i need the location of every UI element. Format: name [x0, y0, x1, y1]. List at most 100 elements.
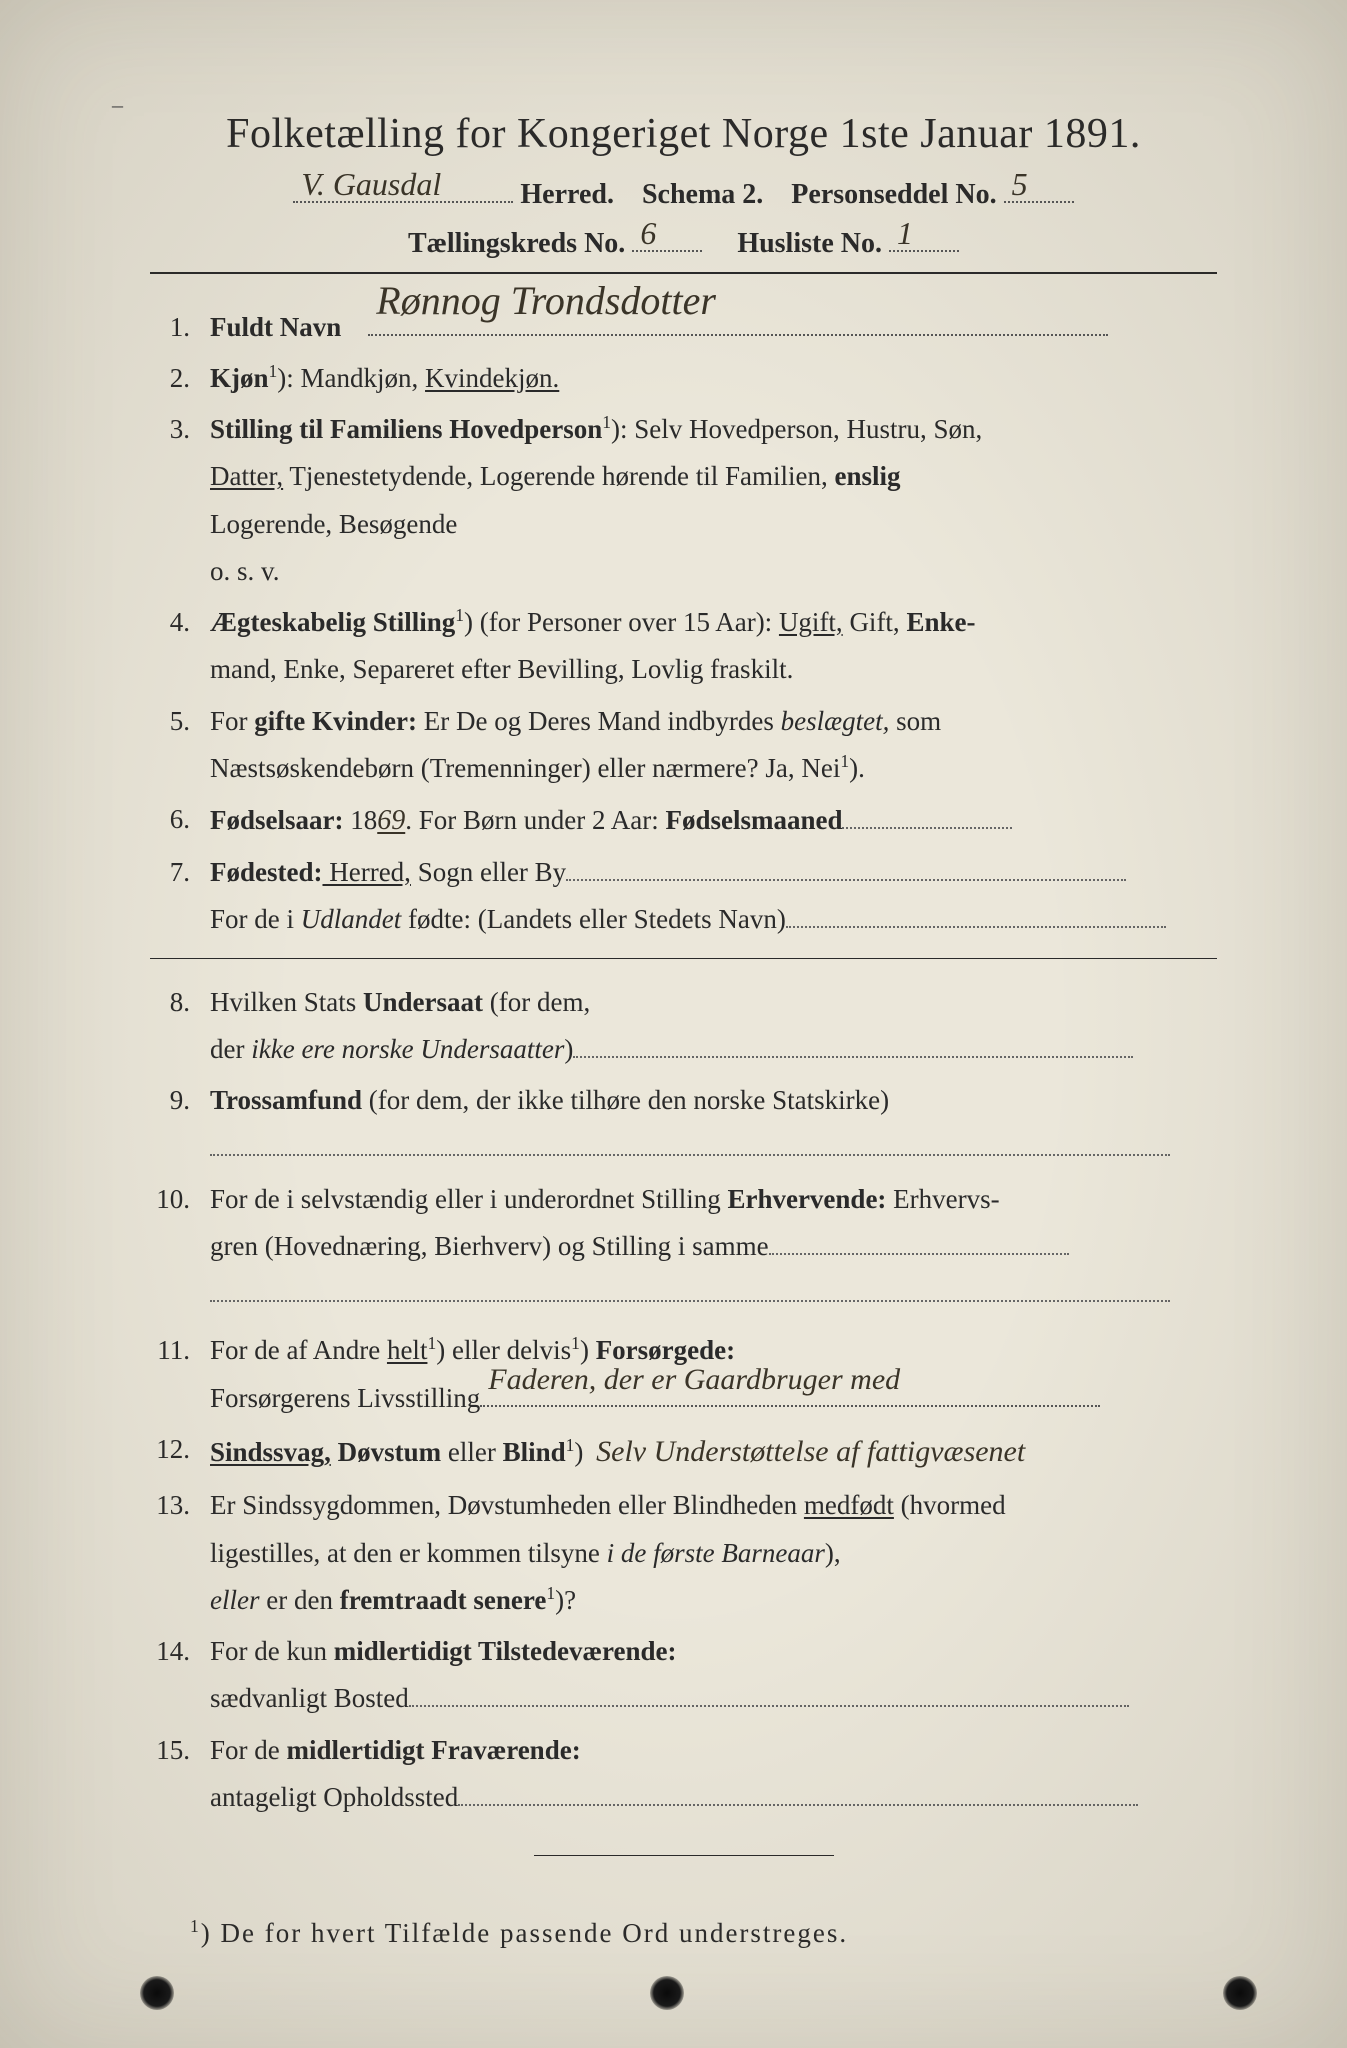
footnote: 1) De for hvert Tilfælde passende Ord un… [190, 1916, 1217, 1949]
item-num: 10. [150, 1176, 210, 1318]
bold-gifte: gifte Kvinder: [254, 706, 417, 736]
punch-hole-icon [140, 1976, 174, 2010]
personseddel-label: Personseddel No. [791, 179, 996, 210]
text: ligestilles, at den er kommen tilsyne [210, 1538, 607, 1568]
underlined-helt: helt [387, 1335, 428, 1365]
item-body: Fødested: Herred, Sogn eller By For de i… [210, 849, 1217, 944]
personseddel-value: 5 [1012, 166, 1028, 203]
text: (for dem, [483, 987, 590, 1017]
ital-udlandet: Udlandet [301, 904, 402, 934]
herred-value: V. Gausdal [301, 166, 441, 203]
item-body: Trossamfund (for dem, der ikke tilhøre d… [210, 1077, 1217, 1172]
underlined-datter: Datter, [210, 461, 283, 491]
text: )? [555, 1585, 576, 1615]
kreds-label: Tællingskreds No. [408, 228, 625, 259]
text: For de i [210, 904, 301, 934]
item-15: 15. For de midlertidigt Fraværende: anta… [150, 1727, 1217, 1822]
document-page: – Folketælling for Kongeriget Norge 1ste… [0, 0, 1347, 2048]
item-6: 6. Fødselsaar: 1869. For Børn under 2 Aa… [150, 796, 1217, 845]
item-11: 11. For de af Andre helt1) eller delvis1… [150, 1327, 1217, 1422]
label-kjon: Kjøn [210, 363, 269, 393]
text: Forsørgerens Livsstilling [210, 1383, 480, 1413]
stray-mark: – [112, 92, 123, 118]
item-body: For de af Andre helt1) eller delvis1) Fo… [210, 1327, 1217, 1422]
text: Næstsøskendebørn (Tremenninger) eller næ… [210, 753, 840, 783]
label-fodselsaar: Fødselsaar: [210, 805, 343, 835]
ital-beslaegtet: beslægtet, [781, 706, 890, 736]
item-body: Fuldt Navn Rønnog Trondsdotter [210, 304, 1217, 351]
text: antageligt Opholdssted [210, 1782, 458, 1812]
bold-enslig: enslig [834, 461, 900, 491]
text: o. s. v. [210, 556, 280, 586]
underlined-herred: Herred, [322, 857, 410, 887]
text: ) [574, 1437, 583, 1467]
item-num: 13. [150, 1482, 210, 1624]
item-body: Kjøn1): Mandkjøn, Kvindekjøn. [210, 355, 1217, 402]
ital-barneaar: i de første Barneaar [607, 1538, 825, 1568]
punch-hole-icon [650, 1976, 684, 2010]
item-body: Sindssvag, Døvstum eller Blind1) Selv Un… [210, 1426, 1217, 1479]
item-body: Fødselsaar: 1869. For Børn under 2 Aar: … [210, 796, 1217, 845]
subtitle-line-2: Tællingskreds No. 6 Husliste No. 1 [150, 221, 1217, 260]
bold-erhvervende: Erhvervende: [727, 1184, 886, 1214]
bold-fremtraadt: fremtraadt senere [340, 1585, 547, 1615]
text: Logerende, Besøgende [210, 509, 457, 539]
subtitle-line-1: V. Gausdal Herred. Schema 2. Personsedde… [150, 172, 1217, 211]
text: ): Mandkjøn, [277, 363, 425, 393]
dotted-line [769, 1228, 1069, 1255]
kreds-value: 6 [640, 215, 656, 252]
text: 18 [343, 805, 377, 835]
sup: 1 [571, 1333, 580, 1353]
text: der [210, 1034, 251, 1064]
text: ) [564, 1034, 573, 1064]
text: Gift, [843, 607, 907, 637]
forsorger-value: Faderen, der er Gaardbruger med [488, 1354, 900, 1407]
text: er den [259, 1585, 339, 1615]
ital-ikke-norske: ikke ere norske Undersaatter [251, 1034, 564, 1064]
dotted-line [210, 1129, 1170, 1156]
item-num: 4. [150, 599, 210, 694]
husliste-value: 1 [897, 215, 913, 252]
item-body: Hvilken Stats Undersaat (for dem, der ik… [210, 979, 1217, 1074]
text: Er De og Deres Mand indbyrdes [417, 706, 781, 736]
item-7: 7. Fødested: Herred, Sogn eller By For d… [150, 849, 1217, 944]
text: mand, Enke, Separeret efter Bevilling, L… [210, 654, 793, 684]
item-10: 10. For de i selvstændig eller i underor… [150, 1176, 1217, 1318]
text: Tjenestetydende, Logerende hørende til F… [283, 461, 834, 491]
item-num: 2. [150, 355, 210, 402]
text: gren (Hovednæring, Bierhverv) og Stillin… [210, 1231, 769, 1261]
item-body: For de midlertidigt Fraværende: antageli… [210, 1727, 1217, 1822]
text: eller [441, 1437, 502, 1467]
section-rule [150, 958, 1217, 959]
item-num: 9. [150, 1077, 210, 1172]
dotted-line [566, 854, 1126, 881]
item-num: 12. [150, 1426, 210, 1479]
punch-hole-icon [1223, 1976, 1257, 2010]
bold-blind: Blind [503, 1437, 566, 1467]
ital-eller: eller [210, 1585, 259, 1615]
husliste-label: Husliste No. [737, 228, 882, 259]
sup: 1 [546, 1583, 555, 1603]
main-title: Folketælling for Kongeriget Norge 1ste J… [150, 110, 1217, 158]
underlined-ugift: Ugift, [779, 607, 843, 637]
text: fødte: (Landets eller Stedets Navn) [401, 904, 786, 934]
bold-fodselsmaaned: Fødselsmaaned [665, 805, 842, 835]
item-body: Stilling til Familiens Hovedperson1): Se… [210, 406, 1217, 595]
bold-fravaerende: midlertidigt Fraværende: [287, 1735, 581, 1765]
underlined-medfodt: medfødt [804, 1490, 894, 1520]
sup: 1 [840, 751, 849, 771]
dotted-line [210, 1275, 1170, 1302]
text: For de kun [210, 1636, 334, 1666]
item-num: 1. [150, 304, 210, 351]
bold-trossamfund: Trossamfund [210, 1085, 362, 1115]
item-num: 14. [150, 1628, 210, 1723]
text: (for dem, der ikke tilhøre den norske St… [362, 1085, 889, 1115]
item-5: 5. For gifte Kvinder: Er De og Deres Man… [150, 698, 1217, 793]
item-9: 9. Trossamfund (for dem, der ikke tilhør… [150, 1077, 1217, 1172]
text: For [210, 706, 254, 736]
item-14: 14. For de kun midlertidigt Tilstedevære… [150, 1628, 1217, 1723]
dotted-line [786, 901, 1166, 928]
footnote-sup: 1 [190, 1916, 201, 1936]
item-num: 15. [150, 1727, 210, 1822]
dotted-line [573, 1031, 1133, 1058]
